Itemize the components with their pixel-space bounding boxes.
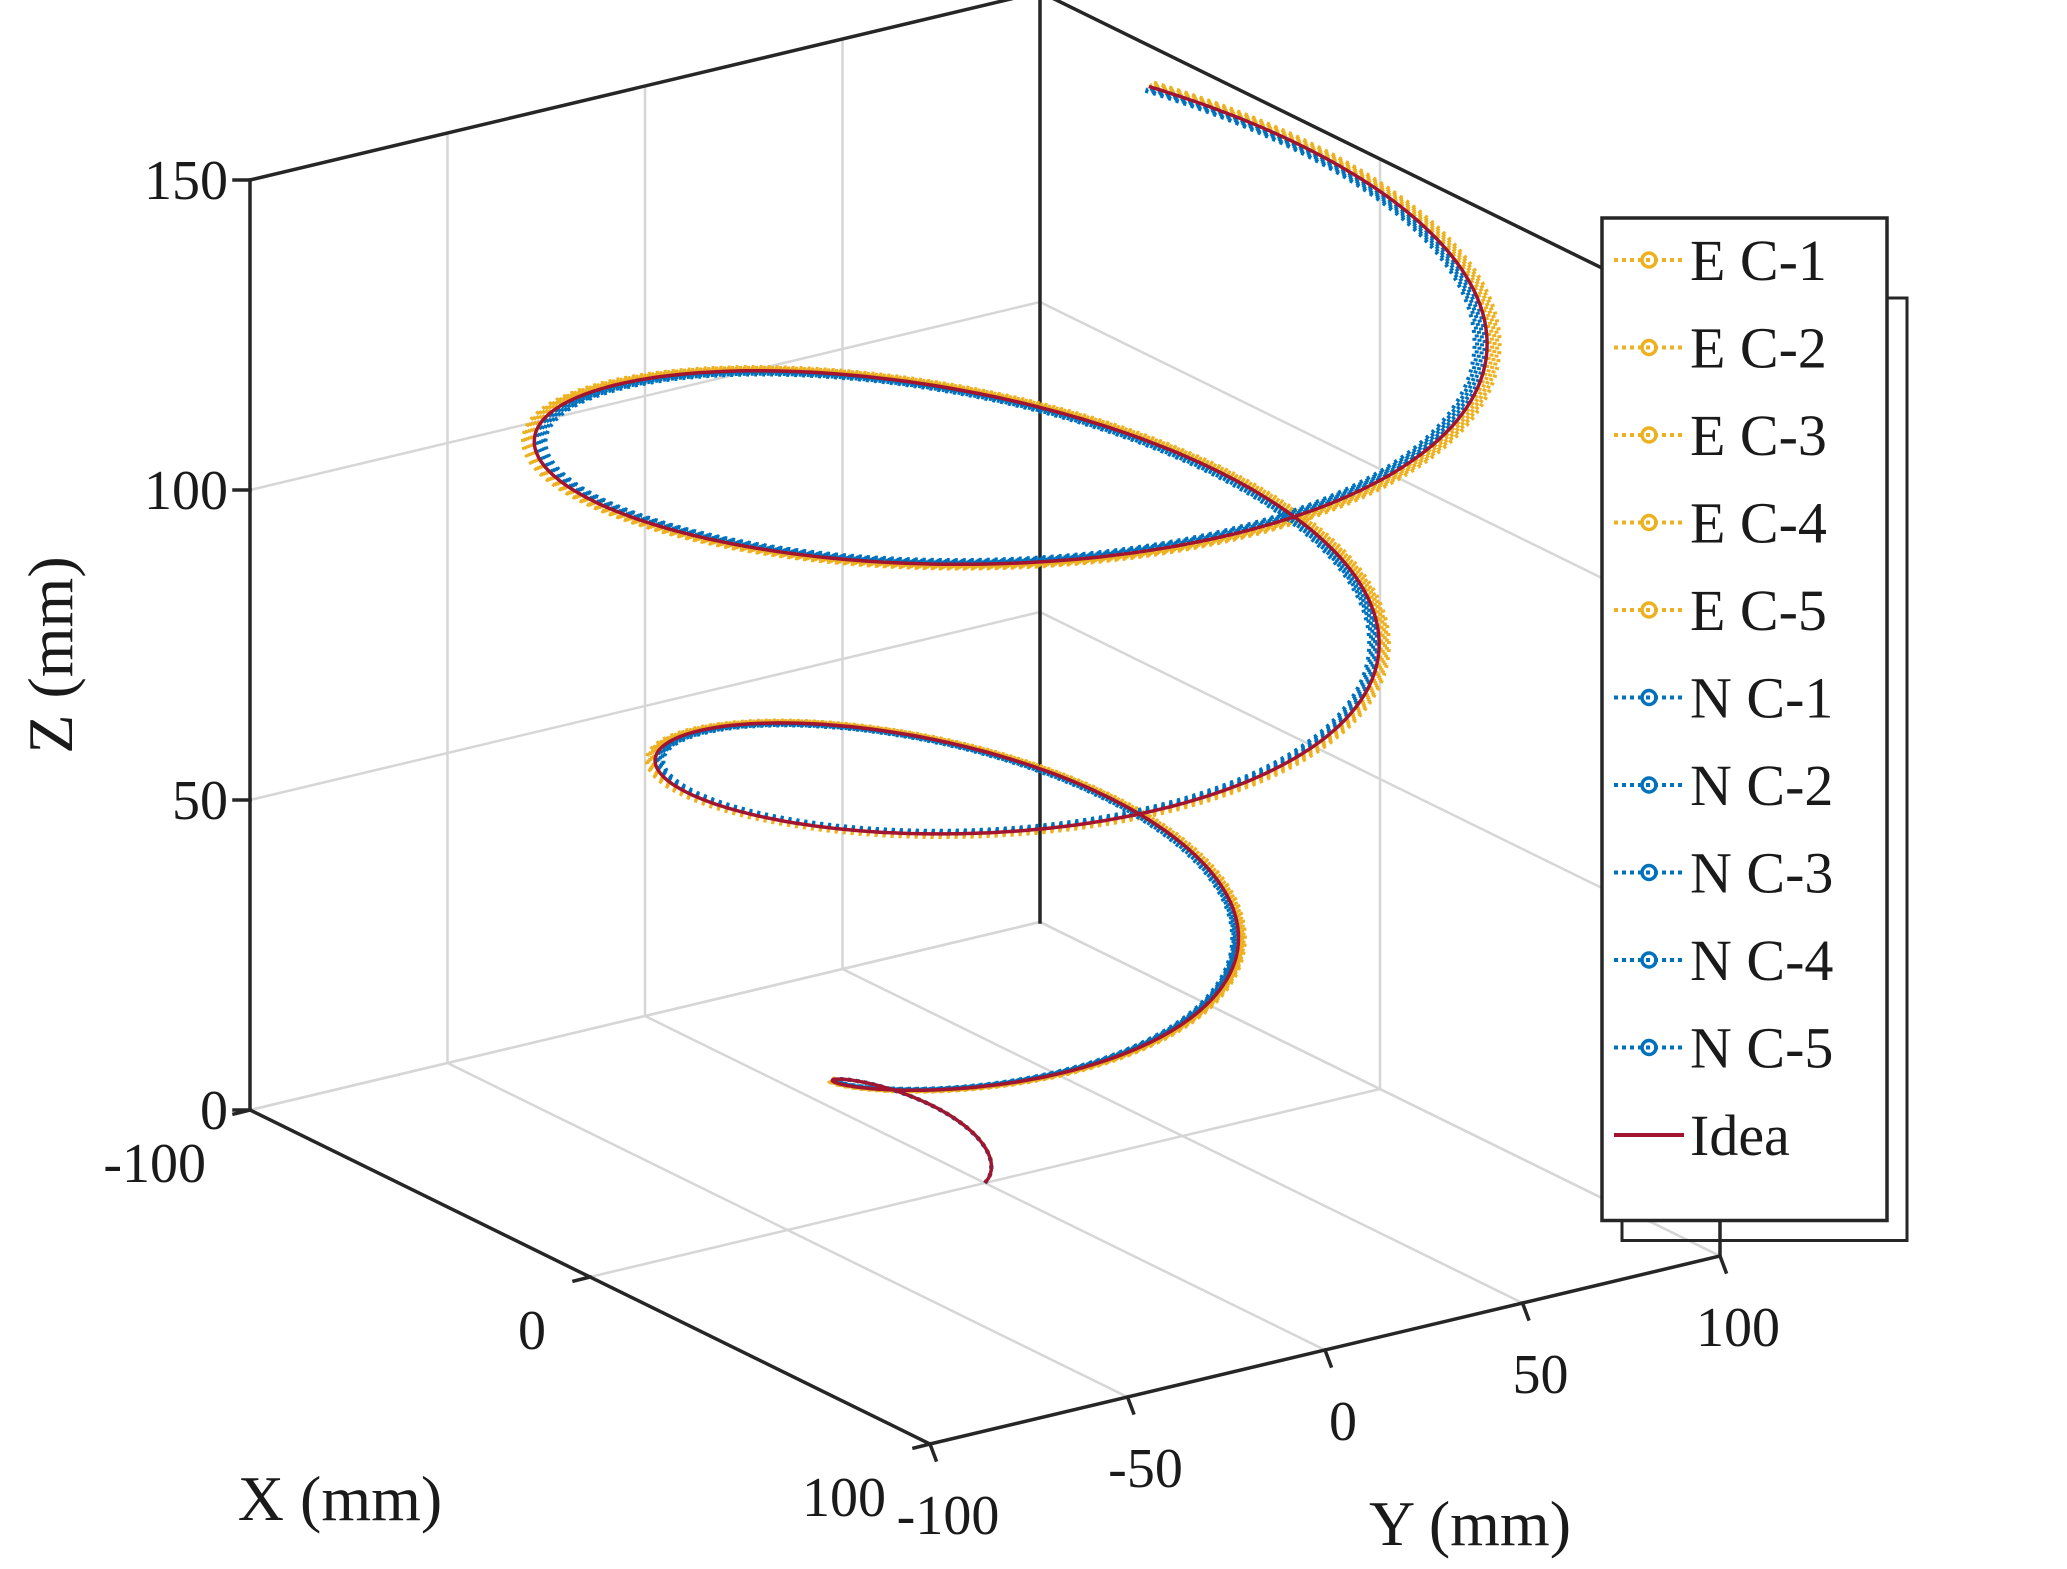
x-axis-label: X (mm)	[238, 1463, 442, 1534]
y-tick	[1717, 1253, 1729, 1275]
axes-box-edge	[247, 0, 1014, 183]
y-tick-label: 100	[1696, 1297, 1780, 1359]
grid-line-z-back	[249, 300, 1041, 492]
grid-line-y-floor	[446, 1061, 1129, 1399]
series-line-e-c-1	[521, 80, 1502, 1185]
legend-label: E C-2	[1690, 316, 1827, 381]
z-axis-label: Z (mm)	[15, 556, 86, 753]
series-line-n-c-2	[536, 86, 1485, 1185]
axes-box	[247, 0, 1723, 1447]
legend-label: E C-4	[1690, 491, 1827, 556]
z-tick-label: 50	[172, 770, 228, 832]
y-tick-label: -100	[897, 1485, 1000, 1547]
grid-line-y-floor	[841, 967, 1524, 1305]
legend-label: N C-2	[1690, 753, 1833, 818]
series-line-e-c-5	[530, 83, 1492, 1185]
legend-label: N C-5	[1690, 1016, 1833, 1081]
series-line-n-c-1	[534, 85, 1487, 1185]
series-line-e-c-3	[525, 82, 1497, 1185]
x-tick-label: 100	[802, 1467, 886, 1529]
y-tick	[1125, 1394, 1136, 1416]
legend-marker	[1640, 688, 1658, 707]
legend-label: N C-1	[1690, 666, 1833, 731]
legend-marker	[1640, 601, 1658, 619]
legend-label: N C-3	[1690, 841, 1833, 906]
legend-marker	[1640, 1038, 1658, 1057]
x-tick-label: 0	[518, 1300, 546, 1362]
x-tick	[231, 1107, 253, 1117]
legend-marker	[1640, 951, 1658, 969]
y-tick-label: -50	[1108, 1438, 1183, 1500]
y-tick	[927, 1441, 939, 1463]
z-tick-label: 150	[144, 150, 228, 212]
legend-label: Idea	[1690, 1103, 1790, 1168]
legend-marker	[1640, 251, 1658, 269]
y-tick-label: 0	[1329, 1391, 1357, 1453]
legend-label: N C-4	[1690, 928, 1833, 993]
y-axis-label: Y (mm)	[1369, 1488, 1571, 1559]
series-line-e-c-2	[523, 81, 1500, 1185]
legend-marker	[1640, 513, 1658, 532]
grid-line-z-back	[249, 920, 1041, 1112]
legend-label: E C-5	[1690, 578, 1827, 643]
legend-label: E C-1	[1690, 228, 1827, 293]
series-line-n-c-3	[539, 87, 1482, 1185]
x-tick	[571, 1274, 593, 1284]
z-tick-label: 100	[144, 460, 228, 522]
legend-label: E C-3	[1690, 403, 1827, 468]
legend-marker	[1640, 776, 1658, 794]
series-line-n-c-5	[543, 88, 1477, 1185]
legend-marker	[1640, 426, 1658, 444]
series-line-idea	[532, 84, 1489, 1185]
z-tick-label: 0	[200, 1080, 228, 1142]
legend-marker	[1640, 338, 1658, 357]
y-tick-label: 50	[1513, 1344, 1569, 1406]
x-tick-label: -100	[103, 1133, 206, 1195]
y-tick	[1322, 1347, 1334, 1369]
y-tick	[1520, 1300, 1531, 1322]
legend: E C-1 E C-2 E C-3 E C-4 E C-5 N C-1 N C-2 N C-3…	[1600, 216, 1909, 1242]
series-layer	[521, 80, 1502, 1185]
legend-shadow	[1620, 296, 1909, 1242]
legend-marker	[1640, 863, 1658, 882]
grid-line-z-back	[249, 610, 1041, 802]
series-line-e-c-4	[527, 82, 1495, 1185]
series-line-n-c-4	[541, 87, 1480, 1185]
x-tick	[911, 1441, 933, 1451]
